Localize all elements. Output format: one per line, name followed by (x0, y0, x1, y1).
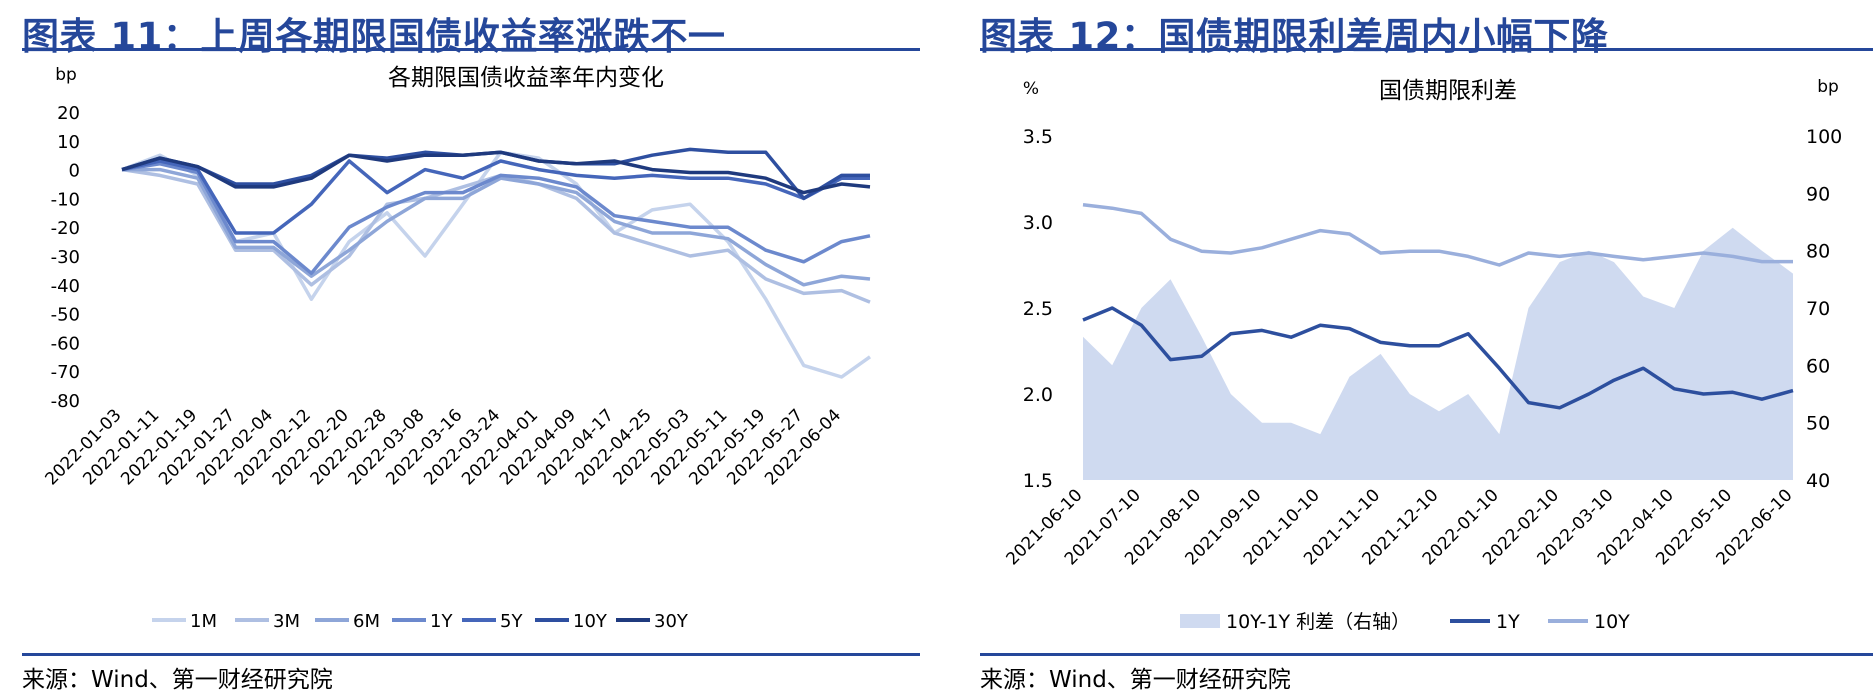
left-source-rule (22, 653, 920, 656)
left-figure-panel: 图表 11：上周各期限国债收益率涨跌不一 各期限国债收益率年内变化 bp 20 10 0… (0, 0, 920, 694)
legend-label-1Y: 1Y (430, 611, 453, 632)
legend-label-30Y: 30Y (654, 611, 689, 632)
series-line-10Y (1082, 203, 1793, 267)
y-tick-label: 20 (57, 103, 80, 124)
y-left-tick-label: 3.0 (1023, 212, 1053, 234)
series-area-spread (1083, 227, 1793, 480)
right-y-unit-right: bp (1817, 77, 1839, 97)
y-tick-label: -10 (51, 189, 80, 210)
y-tick-label: -20 (51, 218, 80, 239)
y-tick-label: -40 (51, 276, 80, 297)
y-tick-label: -60 (51, 333, 80, 354)
legend-label-10Y: 10Y (1594, 611, 1630, 633)
yield-change-chart: 各期限国债收益率年内变化 bp 20 10 0 -10 -20 -30 -40 -50 -60 -70… (42, 65, 872, 632)
left-chart-title: 各期限国债收益率年内变化 (388, 65, 664, 91)
left-y-unit: bp (55, 65, 77, 85)
legend-swatch-spread (1180, 614, 1220, 628)
left-title-rule (22, 48, 920, 51)
legend-label-10Y: 10Y (573, 611, 608, 632)
series-line-5Y (121, 159, 870, 235)
legend-label-3M: 3M (273, 611, 300, 632)
y-tick-label: -80 (51, 391, 80, 412)
legend-label-5Y: 5Y (500, 611, 523, 632)
series-line-1Y (1082, 306, 1794, 410)
y-right-tick-label: 70 (1806, 298, 1830, 320)
right-source-rule (980, 653, 1873, 656)
right-chart-title: 国债期限利差 (1379, 78, 1517, 104)
y-right-tick-label: 50 (1806, 413, 1830, 435)
series-line-30Y (121, 150, 871, 195)
right-figure-panel: 图表 12：国债期限利差周内小幅下降 国债期限利差% bp 3.5 3.0 2.5 2.0… (958, 0, 1873, 694)
y-right-tick-label: 60 (1806, 355, 1830, 377)
legend-label-6M: 6M (353, 611, 380, 632)
right-source-note: 来源：Wind、第一财经研究院 (980, 667, 1291, 693)
y-tick-label: -30 (51, 247, 80, 268)
y-left-tick-label: 2.0 (1023, 384, 1053, 406)
y-right-tick-label: 100 (1806, 126, 1842, 148)
legend-label-spread: 10Y-1Y 利差（右轴） (1226, 611, 1410, 633)
y-left-tick-label: 3.5 (1023, 126, 1053, 148)
right-title-rule (980, 48, 1873, 51)
legend-label-1Y: 1Y (1496, 611, 1520, 633)
legend-label-1M: 1M (190, 611, 217, 632)
y-tick-label: 0 (69, 161, 80, 182)
y-right-tick-label: 90 (1806, 183, 1830, 205)
y-right-tick-label: 40 (1806, 470, 1830, 492)
y-tick-label: 10 (57, 132, 80, 153)
y-left-tick-label: 2.5 (1023, 298, 1053, 320)
y-left-tick-label: 1.5 (1023, 470, 1053, 492)
y-right-tick-label: 80 (1806, 241, 1830, 263)
y-tick-label: -70 (51, 362, 80, 383)
right-y-unit-left: % (1023, 79, 1039, 99)
series-line-6M (122, 167, 871, 287)
series-line-1Y (121, 162, 871, 276)
y-tick-label: -50 (51, 305, 80, 326)
term-spread-chart: 国债期限利差% bp3.53.02.52.01.51009080706050402… (1003, 77, 1843, 633)
left-source-note: 来源：Wind、第一财经研究院 (22, 667, 333, 693)
